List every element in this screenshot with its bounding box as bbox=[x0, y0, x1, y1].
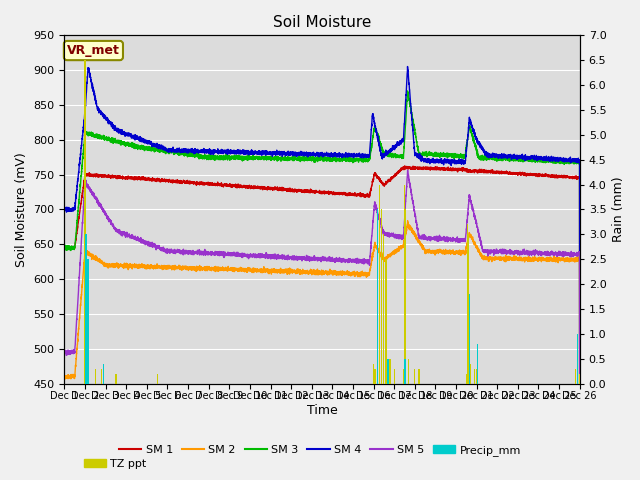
Bar bbox=[408, 359, 409, 384]
Bar bbox=[381, 209, 383, 384]
Bar bbox=[468, 234, 469, 384]
Bar bbox=[577, 334, 578, 384]
Bar bbox=[414, 369, 415, 384]
Bar bbox=[466, 373, 467, 384]
Bar bbox=[373, 364, 374, 384]
Bar bbox=[385, 259, 387, 384]
Bar bbox=[387, 359, 388, 384]
Bar bbox=[115, 373, 116, 384]
Bar bbox=[101, 369, 102, 384]
X-axis label: Time: Time bbox=[307, 404, 337, 417]
Bar bbox=[377, 209, 378, 384]
Bar bbox=[86, 284, 87, 384]
Bar bbox=[405, 209, 406, 384]
Bar bbox=[419, 369, 420, 384]
Bar bbox=[404, 359, 406, 384]
Legend: SM 1, SM 2, SM 3, SM 4, SM 5, Precip_mm: SM 1, SM 2, SM 3, SM 4, SM 5, Precip_mm bbox=[115, 440, 525, 460]
Bar bbox=[575, 369, 576, 384]
Bar bbox=[379, 185, 380, 384]
Bar bbox=[86, 309, 88, 384]
Y-axis label: Rain (mm): Rain (mm) bbox=[612, 177, 625, 242]
Bar bbox=[84, 60, 86, 384]
Bar bbox=[403, 369, 404, 384]
Bar bbox=[375, 369, 376, 384]
Bar bbox=[476, 369, 477, 384]
Bar bbox=[404, 185, 405, 384]
Bar bbox=[374, 369, 375, 384]
Bar bbox=[157, 373, 158, 384]
Bar bbox=[85, 185, 86, 384]
Bar bbox=[95, 369, 96, 384]
Bar bbox=[467, 224, 468, 384]
Title: Soil Moisture: Soil Moisture bbox=[273, 15, 371, 30]
Bar bbox=[470, 364, 471, 384]
Bar bbox=[477, 344, 478, 384]
Bar bbox=[85, 234, 86, 384]
Bar bbox=[474, 369, 475, 384]
Bar bbox=[383, 234, 385, 384]
Bar bbox=[579, 373, 580, 384]
Bar bbox=[86, 259, 87, 384]
Bar bbox=[389, 359, 390, 384]
Bar bbox=[88, 259, 89, 384]
Bar bbox=[394, 369, 395, 384]
Bar bbox=[85, 234, 86, 384]
Bar bbox=[468, 294, 470, 384]
Bar bbox=[103, 364, 104, 384]
Y-axis label: Soil Moisture (mV): Soil Moisture (mV) bbox=[15, 152, 28, 267]
Legend: TZ ppt: TZ ppt bbox=[79, 454, 151, 473]
Text: VR_met: VR_met bbox=[67, 44, 120, 57]
